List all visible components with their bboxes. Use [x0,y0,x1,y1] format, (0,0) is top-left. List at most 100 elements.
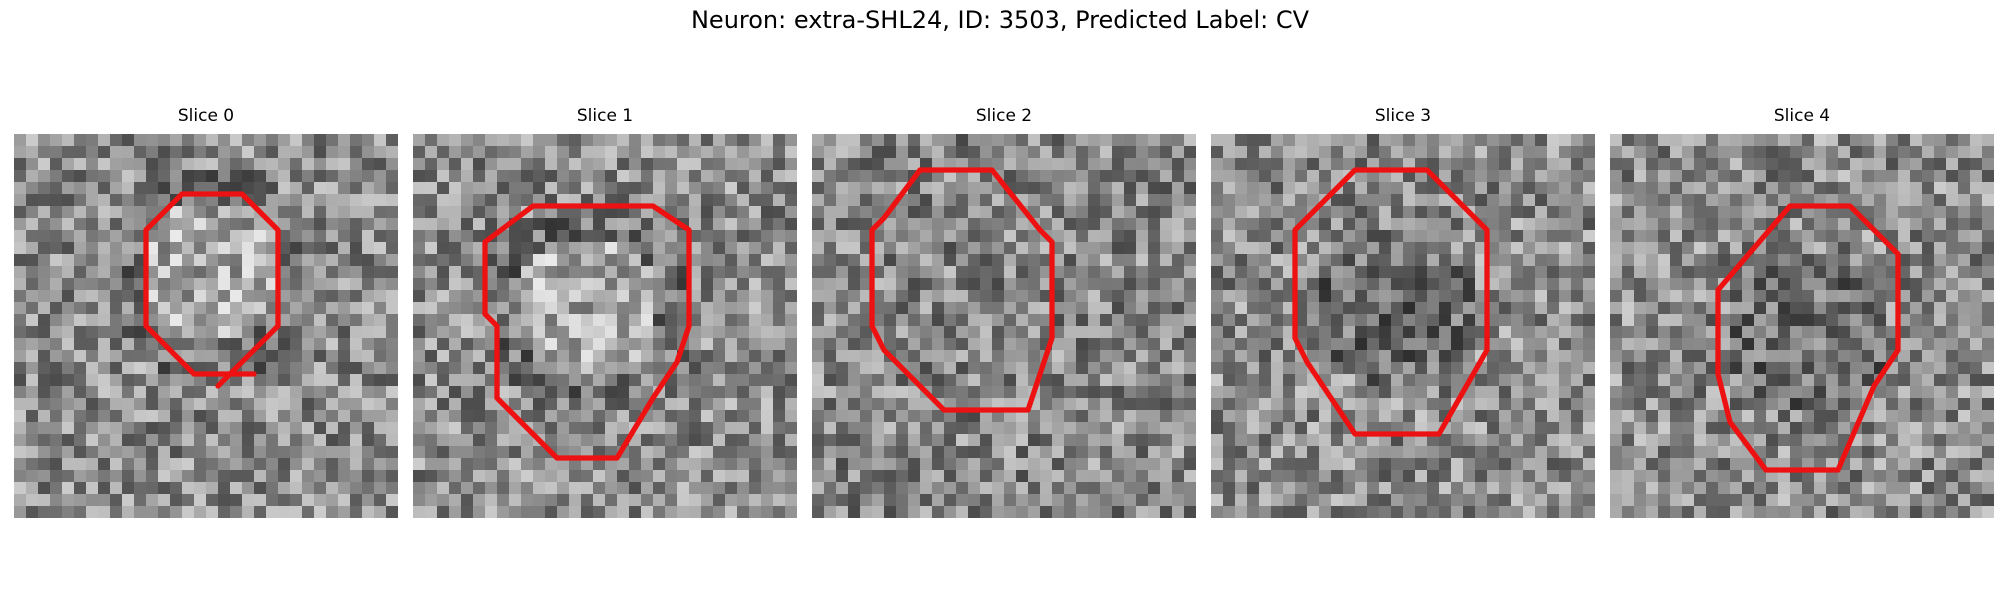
pixel [1136,446,1149,459]
pixel [509,398,522,411]
pixel [944,146,957,159]
pixel [242,374,255,387]
pixel [1958,290,1971,303]
pixel [1247,470,1260,483]
pixel [761,194,774,207]
pixel [14,362,27,375]
pixel [302,494,315,507]
pixel [170,158,183,171]
pixel [1499,230,1512,243]
pixel [449,434,462,447]
pixel [509,266,522,279]
pixel [1511,434,1524,447]
pixel [1235,386,1248,399]
pixel [1874,242,1887,255]
pixel [1583,506,1595,518]
pixel [1307,134,1320,147]
pixel [1922,230,1935,243]
pixel [1379,242,1392,255]
pixel [773,242,786,255]
pixel [1283,386,1296,399]
pixel [824,458,837,471]
pixel [497,458,510,471]
pixel [1235,410,1248,423]
pixel [1355,470,1368,483]
pixel [773,206,786,219]
pixel [1076,506,1089,518]
pixel [425,302,438,315]
pixel [146,146,159,159]
pixel [230,146,243,159]
pixel [230,182,243,195]
pixel [338,158,351,171]
pixel [290,278,303,291]
pixel [1343,326,1356,339]
pixel [1112,398,1125,411]
pixel [509,470,522,483]
pixel [1838,254,1851,267]
pixel [1898,350,1911,363]
pixel [557,218,570,231]
pixel [569,266,582,279]
pixel [1124,398,1137,411]
pixel [386,314,398,327]
pixel [62,350,75,363]
pixel [1475,446,1488,459]
pixel [1052,242,1065,255]
pixel [146,230,159,243]
pixel [812,494,825,507]
pixel [218,194,231,207]
pixel [1403,158,1416,171]
pixel [50,398,63,411]
pixel [1571,218,1584,231]
pixel [1160,302,1173,315]
pixel [1523,194,1536,207]
pixel [1451,350,1464,363]
pixel [350,506,363,518]
pixel [824,506,837,518]
pixel [1499,194,1512,207]
pixel [1076,290,1089,303]
pixel [836,506,849,518]
pixel [254,470,267,483]
pixel [1814,218,1827,231]
pixel [38,398,51,411]
pixel [557,350,570,363]
pixel [1982,398,1994,411]
pixel [860,386,873,399]
pixel [314,206,327,219]
pixel [350,266,363,279]
pixel [1535,290,1548,303]
pixel [569,458,582,471]
pixel [485,374,498,387]
pixel [374,206,387,219]
pixel [278,194,291,207]
pixel [1172,242,1185,255]
pixel [1487,254,1500,267]
pixel [278,374,291,387]
pixel [761,218,774,231]
pixel [1958,350,1971,363]
pixel [362,266,375,279]
pixel [1319,338,1332,351]
pixel [413,494,426,507]
pixel [122,410,135,423]
pixel [812,446,825,459]
pixel [1583,362,1595,375]
pixel [122,314,135,327]
pixel [1982,362,1994,375]
pixel [1658,374,1671,387]
pixel [1634,242,1647,255]
pixel [968,266,981,279]
pixel [1670,338,1683,351]
pixel [824,350,837,363]
pixel [908,362,921,375]
pixel [533,482,546,495]
pixel [1766,290,1779,303]
pixel [266,134,279,147]
pixel [980,362,993,375]
pixel [1970,434,1983,447]
pixel [1319,206,1332,219]
pixel [1415,374,1428,387]
pixel [908,266,921,279]
